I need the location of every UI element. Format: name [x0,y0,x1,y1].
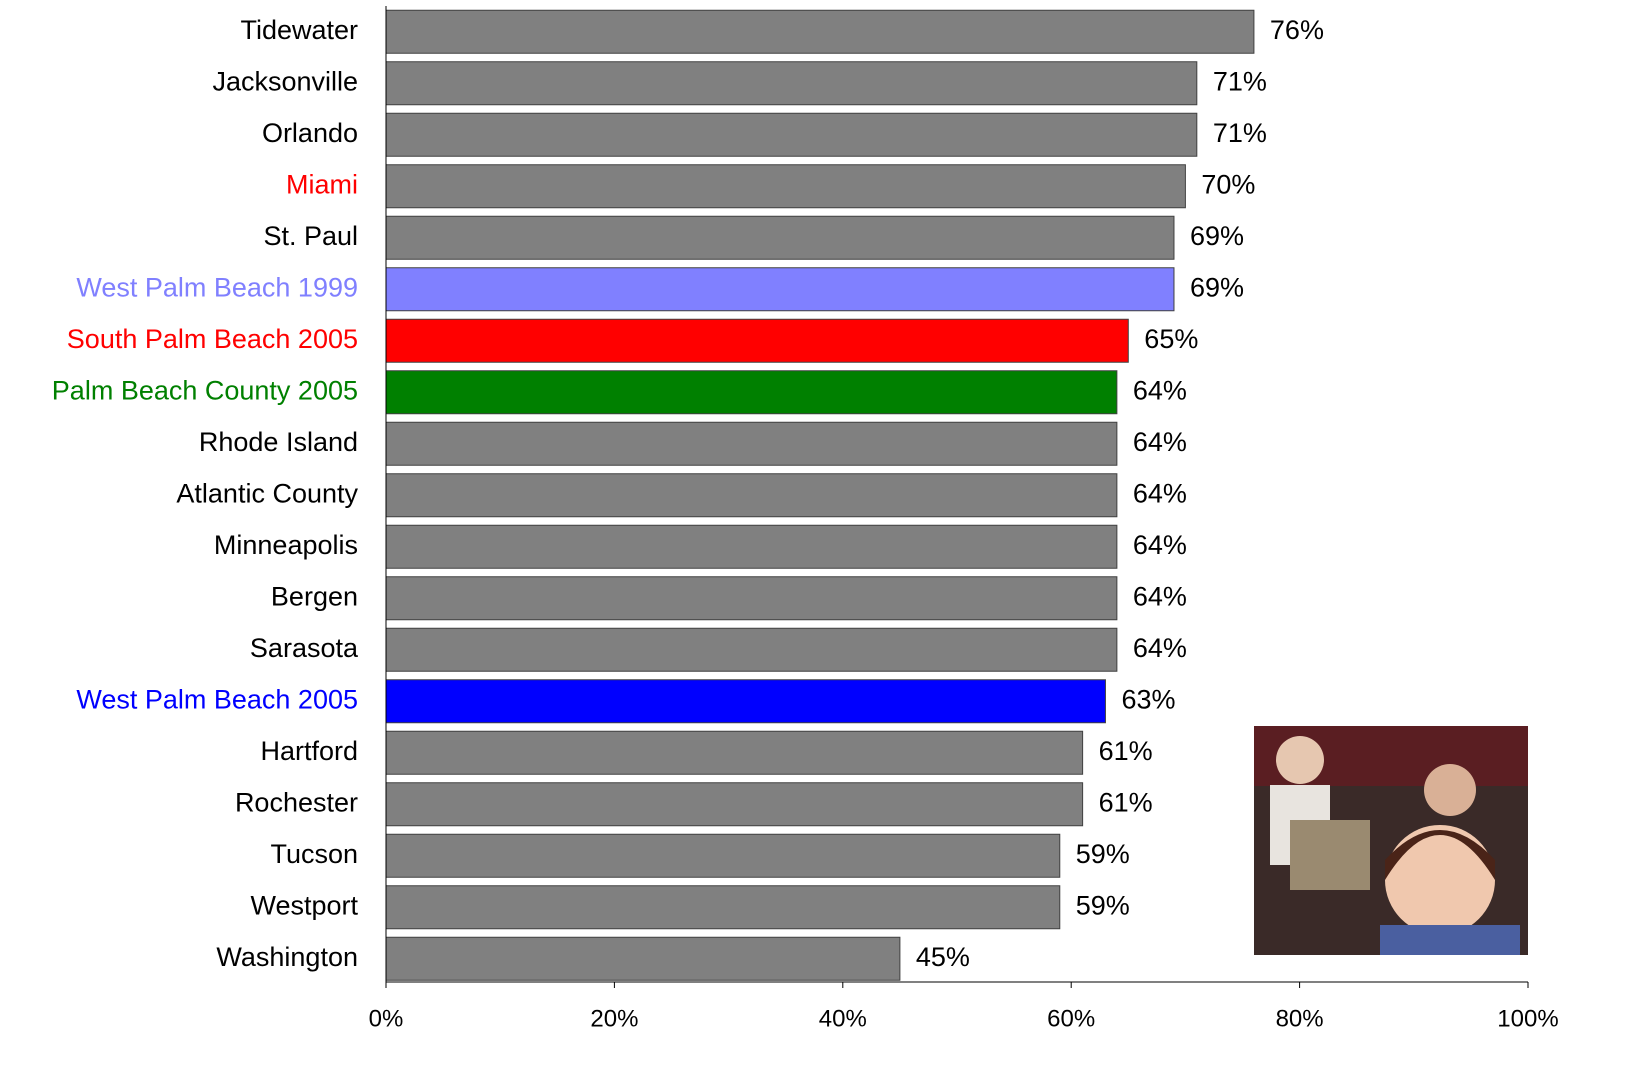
category-label: Orlando [262,118,358,148]
x-tick-label: 100% [1497,1005,1558,1032]
photo [1254,726,1528,955]
value-label: 69% [1190,272,1244,302]
bar [385,730,1084,775]
value-label: 65% [1144,324,1198,354]
category-label: Bergen [271,581,358,611]
bar [385,370,1118,415]
category-label: St. Paul [263,221,358,251]
x-tick-label: 60% [1047,1005,1095,1032]
value-label: 59% [1076,890,1130,920]
bar [385,524,1118,569]
x-tick-label: 20% [590,1005,638,1032]
category-label: Rochester [235,787,358,817]
bar [385,215,1175,260]
bar [385,164,1186,209]
category-label: Atlantic County [176,478,358,508]
category-label: Westport [250,890,358,920]
category-label: Jacksonville [212,66,358,96]
value-label: 64% [1133,530,1187,560]
value-label: 70% [1201,169,1255,199]
category-label: Miami [286,169,358,199]
value-label: 61% [1099,736,1153,766]
value-label: 76% [1270,15,1324,45]
bar [385,885,1061,930]
category-label: West Palm Beach 2005 [76,684,358,714]
category-label: Rhode Island [199,427,358,457]
value-label: 64% [1133,427,1187,457]
category-label: Sarasota [250,633,359,663]
value-label: 63% [1121,684,1175,714]
category-label: Hartford [260,736,358,766]
bar [385,782,1084,827]
value-label: 69% [1190,221,1244,251]
category-label: Tidewater [240,15,358,45]
category-label: South Palm Beach 2005 [67,324,358,354]
bar [385,112,1198,157]
category-label: Tucson [270,839,358,869]
bar [385,833,1061,878]
x-tick-label: 40% [819,1005,867,1032]
x-tick-label: 80% [1276,1005,1324,1032]
value-label: 64% [1133,633,1187,663]
bar [385,267,1175,312]
value-label: 71% [1213,66,1267,96]
value-label: 64% [1133,375,1187,405]
bar [385,61,1198,106]
category-label: Washington [216,942,358,972]
category-label: Palm Beach County 2005 [52,375,358,405]
value-label: 59% [1076,839,1130,869]
category-label: Minneapolis [214,530,358,560]
x-tick-label: 0% [369,1005,404,1032]
value-label: 45% [916,942,970,972]
value-label: 71% [1213,118,1267,148]
value-label: 61% [1099,787,1153,817]
bar [385,421,1118,466]
bar [385,576,1118,621]
bar [385,627,1118,672]
category-label: West Palm Beach 1999 [76,272,358,302]
bar [385,936,901,981]
value-label: 64% [1133,478,1187,508]
bar [385,9,1255,54]
bar [385,679,1106,724]
bar [385,473,1118,518]
bar [385,318,1129,363]
value-label: 64% [1133,581,1187,611]
